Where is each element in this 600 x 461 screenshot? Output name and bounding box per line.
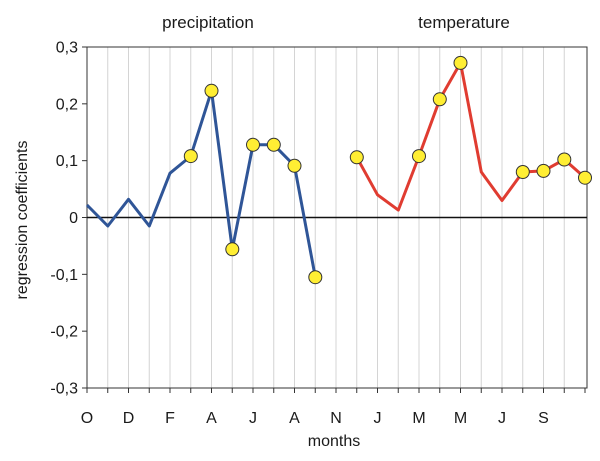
y-axis: 0,3 0,2 0,1 0 -0,1 -0,2 -0,3 — [50, 40, 87, 398]
x-tick-label: J — [498, 410, 506, 427]
data-point-precipitation — [204, 83, 219, 98]
data-point-temperature — [412, 149, 426, 164]
series-title-precipitation: precipitation — [162, 13, 254, 32]
series-line-precipitation — [85, 89, 317, 278]
x-tick-label: O — [81, 410, 93, 427]
y-tick-label: -0,2 — [50, 324, 78, 341]
data-point-temperature — [432, 92, 447, 107]
data-point-temperature — [578, 170, 592, 185]
data-point-precipitation — [266, 137, 281, 152]
data-point-temperature — [536, 163, 551, 178]
x-tick-label: N — [330, 410, 342, 427]
data-point-temperature — [349, 150, 364, 165]
x-tick-label: S — [538, 410, 549, 427]
x-tick-label: A — [289, 410, 300, 427]
data-point-precipitation — [308, 270, 323, 285]
data-point-precipitation — [183, 149, 198, 164]
series-line-temperature — [355, 61, 586, 212]
x-tick-label: J — [374, 410, 382, 427]
x-tick-label: J — [249, 410, 257, 427]
x-tick-label: M — [412, 410, 425, 427]
y-tick-label: -0,1 — [50, 267, 78, 284]
x-tick-label: D — [123, 410, 135, 427]
data-point-precipitation — [225, 242, 240, 257]
x-tick-label: M — [454, 410, 467, 427]
data-point-precipitation — [246, 137, 260, 152]
data-point-precipitation — [287, 158, 302, 173]
x-tick-label: F — [165, 410, 175, 427]
series-markers — [183, 55, 592, 285]
series-title-temperature: temperature — [418, 13, 510, 32]
y-tick-label: 0,3 — [56, 40, 78, 57]
y-axis-label: regression coefficients — [14, 141, 31, 300]
x-axis-label: months — [308, 433, 360, 450]
data-point-temperature — [557, 152, 572, 167]
data-point-temperature — [515, 165, 530, 179]
y-tick-label: -0,3 — [50, 381, 78, 398]
y-tick-label: 0 — [69, 210, 78, 227]
series-titles: precipitation temperature — [162, 13, 510, 32]
y-tick-label: 0,2 — [56, 96, 78, 113]
y-tick-label: 0,1 — [56, 153, 78, 170]
data-point-temperature — [453, 55, 468, 70]
x-tick-label: A — [206, 410, 217, 427]
